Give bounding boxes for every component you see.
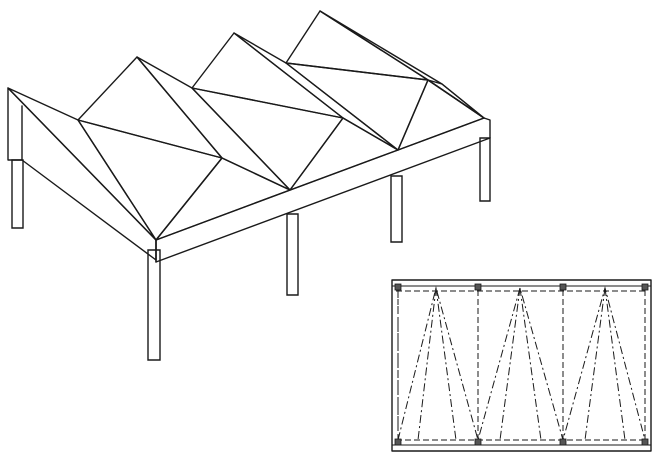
roof-plane xyxy=(285,10,429,81)
roof-plane xyxy=(289,117,399,191)
roof-plane xyxy=(191,87,344,191)
roof-plane xyxy=(233,32,399,151)
plan-view xyxy=(391,279,652,452)
column-front-right xyxy=(390,175,403,243)
column-back-left xyxy=(11,159,24,229)
roof-plane xyxy=(285,62,429,151)
column-front-left xyxy=(147,249,161,361)
plan-column-nodes xyxy=(394,283,649,446)
isometric-view xyxy=(7,10,491,361)
roof-plane xyxy=(191,32,344,119)
plan-fold-lines xyxy=(397,286,646,442)
roof-plane xyxy=(397,79,485,151)
roof-plane xyxy=(155,157,291,241)
roof-plane xyxy=(77,119,223,241)
roof-plane xyxy=(427,79,485,119)
folded-roof xyxy=(7,10,485,241)
roof-plane xyxy=(7,87,157,241)
column-back-right xyxy=(479,137,491,202)
column-front-mid xyxy=(286,213,299,296)
left-end-beam xyxy=(7,87,157,261)
plan-outline xyxy=(391,279,652,452)
plan-beam-lines xyxy=(396,290,647,441)
roof-plane xyxy=(136,56,291,191)
